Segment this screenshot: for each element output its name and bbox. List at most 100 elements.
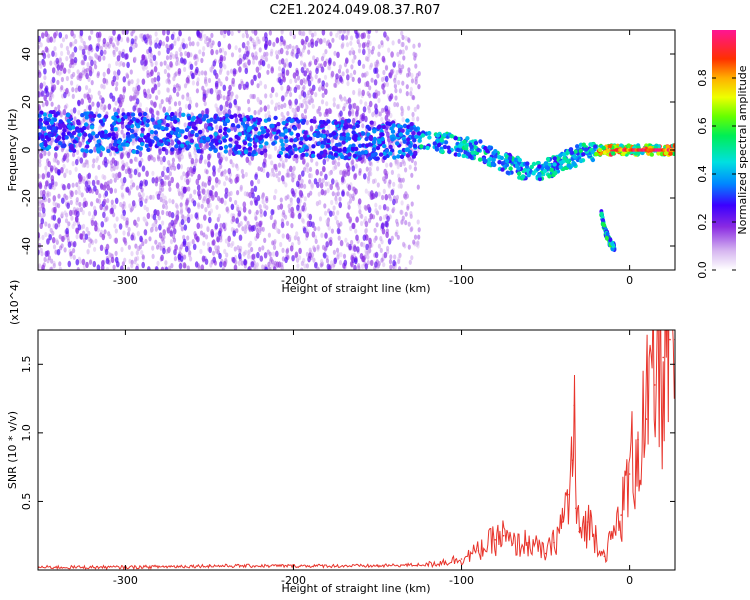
heatmap-cell	[223, 144, 229, 150]
heatmap-cell	[357, 77, 362, 84]
heatmap-cell	[353, 69, 357, 75]
heatmap-cell	[321, 92, 325, 98]
heatmap-cell	[122, 209, 126, 216]
heatmap-cell	[126, 61, 130, 69]
heatmap-cell	[180, 175, 184, 181]
heatmap-cell	[275, 54, 279, 60]
heatmap-cell	[299, 60, 304, 66]
heatmap-cell	[373, 79, 378, 86]
heatmap-cell	[196, 222, 201, 229]
heatmap-cell	[316, 130, 321, 136]
heatmap-cell	[279, 78, 283, 86]
heatmap-cell	[49, 120, 55, 125]
heatmap-cell	[401, 117, 405, 123]
heatmap-cell	[81, 258, 86, 266]
heatmap-cell	[153, 130, 158, 135]
heatmap-cell	[284, 138, 289, 144]
heatmap-cell	[346, 147, 351, 152]
heatmap-cell	[286, 247, 290, 253]
heatmap-cell	[395, 141, 400, 146]
heatmap-cell	[328, 42, 332, 49]
heatmap-cell	[388, 259, 393, 265]
heatmap-cell	[71, 161, 75, 167]
heatmap-cell	[240, 121, 246, 126]
heatmap-cell	[351, 117, 356, 125]
heatmap-cell	[594, 151, 599, 157]
heatmap-cell	[206, 88, 210, 94]
heatmap-cell	[251, 253, 256, 260]
heatmap-cell	[185, 178, 190, 185]
heatmap-cell	[86, 248, 90, 254]
heatmap-cell	[380, 116, 384, 123]
heatmap-cell	[242, 117, 247, 122]
heatmap-cell	[258, 144, 264, 149]
heatmap-cell	[508, 166, 513, 171]
heatmap-cell	[343, 259, 348, 266]
heatmap-cell	[220, 171, 224, 177]
heatmap-cell	[336, 251, 340, 257]
heatmap-cell	[250, 187, 255, 195]
heatmap-cell	[267, 266, 271, 270]
heatmap-cell	[206, 197, 210, 205]
heatmap-cell	[318, 177, 322, 183]
heatmap-cell	[382, 214, 387, 220]
heatmap-cell	[72, 152, 76, 158]
heatmap-cell	[76, 210, 80, 218]
heatmap-cell	[143, 91, 148, 99]
heatmap-cell	[552, 156, 557, 161]
heatmap-cell	[371, 147, 377, 152]
heatmap-cell	[320, 188, 325, 196]
heatmap-cell	[354, 228, 358, 234]
heatmap-cell	[121, 51, 125, 59]
heatmap-cell	[311, 231, 316, 238]
heatmap-cell	[404, 220, 408, 226]
heatmap-cell	[216, 94, 221, 101]
heatmap-cell	[406, 72, 410, 78]
heatmap-cell	[381, 194, 385, 201]
heatmap-cell	[175, 56, 179, 62]
heatmap-cell	[191, 239, 195, 245]
heatmap-cell	[64, 218, 69, 224]
heatmap-cell	[336, 191, 340, 197]
heatmap-cell	[264, 113, 268, 119]
heatmap-cell	[553, 170, 558, 176]
heatmap-cell	[361, 72, 365, 78]
heatmap-cell	[179, 51, 183, 57]
heatmap-cell	[214, 223, 219, 230]
heatmap-cell	[277, 261, 282, 268]
heatmap-cell	[156, 260, 160, 266]
heatmap-cell	[302, 62, 307, 68]
heatmap-cell	[357, 151, 362, 156]
heatmap-cell	[60, 167, 64, 174]
heatmap-cell	[88, 242, 92, 248]
heatmap-cell	[136, 231, 140, 237]
heatmap-cell	[141, 165, 146, 172]
heatmap-cell	[162, 229, 166, 236]
heatmap-cell	[151, 253, 155, 259]
heatmap-cell	[119, 201, 123, 208]
heatmap-cell	[256, 251, 260, 259]
heatmap-cell	[204, 234, 209, 240]
heatmap-cell	[345, 57, 349, 64]
heatmap-cell	[337, 142, 342, 147]
heatmap-cell	[345, 68, 349, 74]
heatmap-cell	[389, 162, 393, 168]
heatmap-cell	[307, 90, 311, 96]
heatmap-cell	[237, 210, 242, 217]
heatmap-cell	[140, 141, 145, 147]
heatmap-cell	[225, 206, 230, 212]
heatmap-cell	[192, 200, 197, 207]
heatmap-cell	[266, 69, 270, 75]
heatmap-cell	[352, 89, 356, 96]
heatmap-cell	[242, 140, 248, 146]
heatmap-cell	[105, 266, 110, 270]
heatmap-cell	[277, 162, 282, 168]
heatmap-cell	[196, 184, 201, 191]
heatmap-cell	[354, 146, 359, 152]
heatmap-cell	[95, 45, 100, 52]
heatmap-cell	[43, 150, 47, 156]
heatmap-cell	[129, 128, 135, 134]
heatmap-cell	[100, 221, 105, 228]
heatmap-cell	[204, 193, 208, 199]
heatmap-cell	[542, 168, 548, 174]
